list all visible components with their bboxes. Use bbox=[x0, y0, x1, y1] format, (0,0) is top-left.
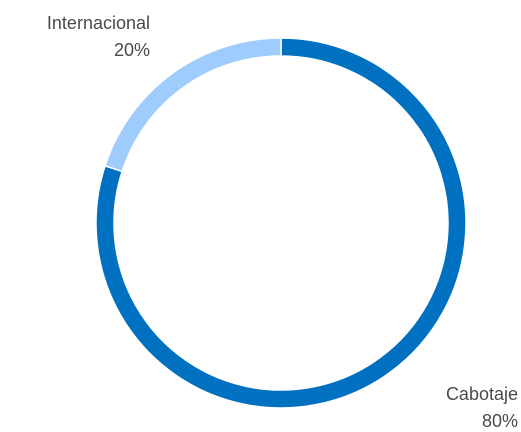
slice-label-value: 80% bbox=[482, 411, 518, 431]
slice-cabotaje bbox=[95, 37, 467, 409]
slice-label-value: 20% bbox=[114, 40, 150, 60]
slice-label-name: Cabotaje bbox=[446, 384, 518, 404]
label-internacional: Internacional 20% bbox=[47, 13, 150, 60]
donut-slices bbox=[95, 37, 467, 409]
label-cabotaje: Cabotaje 80% bbox=[446, 384, 518, 431]
slice-internacional bbox=[104, 37, 282, 173]
slice-label-name: Internacional bbox=[47, 13, 150, 33]
